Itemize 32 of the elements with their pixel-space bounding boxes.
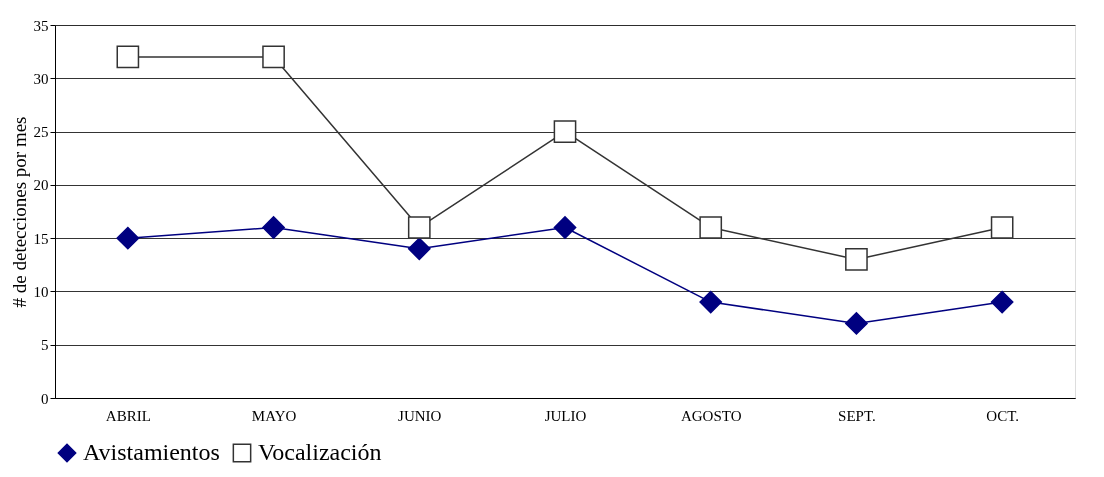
y-tick-label: 25 xyxy=(33,124,49,141)
x-tick-label: JUNIO xyxy=(398,407,442,424)
point xyxy=(699,290,723,314)
point xyxy=(262,216,285,239)
y-tick-label: 15 xyxy=(33,230,49,247)
legend-label: Avistamientos xyxy=(83,439,220,465)
point xyxy=(407,237,431,261)
x-tick-label: JULIO xyxy=(544,407,587,424)
point xyxy=(407,216,431,239)
y-axis-title: # de detecciones por mes xyxy=(8,116,30,308)
point xyxy=(845,312,868,335)
x-tick-label: SEPT. xyxy=(838,407,876,424)
x-tick-label: ABRIL xyxy=(105,407,151,424)
point xyxy=(990,290,1014,314)
point xyxy=(116,45,140,69)
y-tick-label: 20 xyxy=(33,177,49,194)
point xyxy=(262,45,285,69)
point xyxy=(553,216,577,239)
point xyxy=(699,216,723,239)
y-tick-label: 30 xyxy=(33,70,49,87)
y-tick-label: 10 xyxy=(33,283,49,300)
x-tick-label: MAYO xyxy=(251,407,297,424)
y-tick-label: 5 xyxy=(41,337,49,354)
x-tick-label: AGOSTO xyxy=(680,407,742,424)
point xyxy=(553,120,577,143)
y-tick-label: 35 xyxy=(33,17,49,34)
legend-label: Vocalización xyxy=(258,439,382,465)
point xyxy=(845,248,868,271)
point xyxy=(116,226,140,250)
x-tick-label: OCT. xyxy=(986,407,1019,424)
y-tick-label: 0 xyxy=(41,390,49,407)
point xyxy=(990,216,1014,239)
